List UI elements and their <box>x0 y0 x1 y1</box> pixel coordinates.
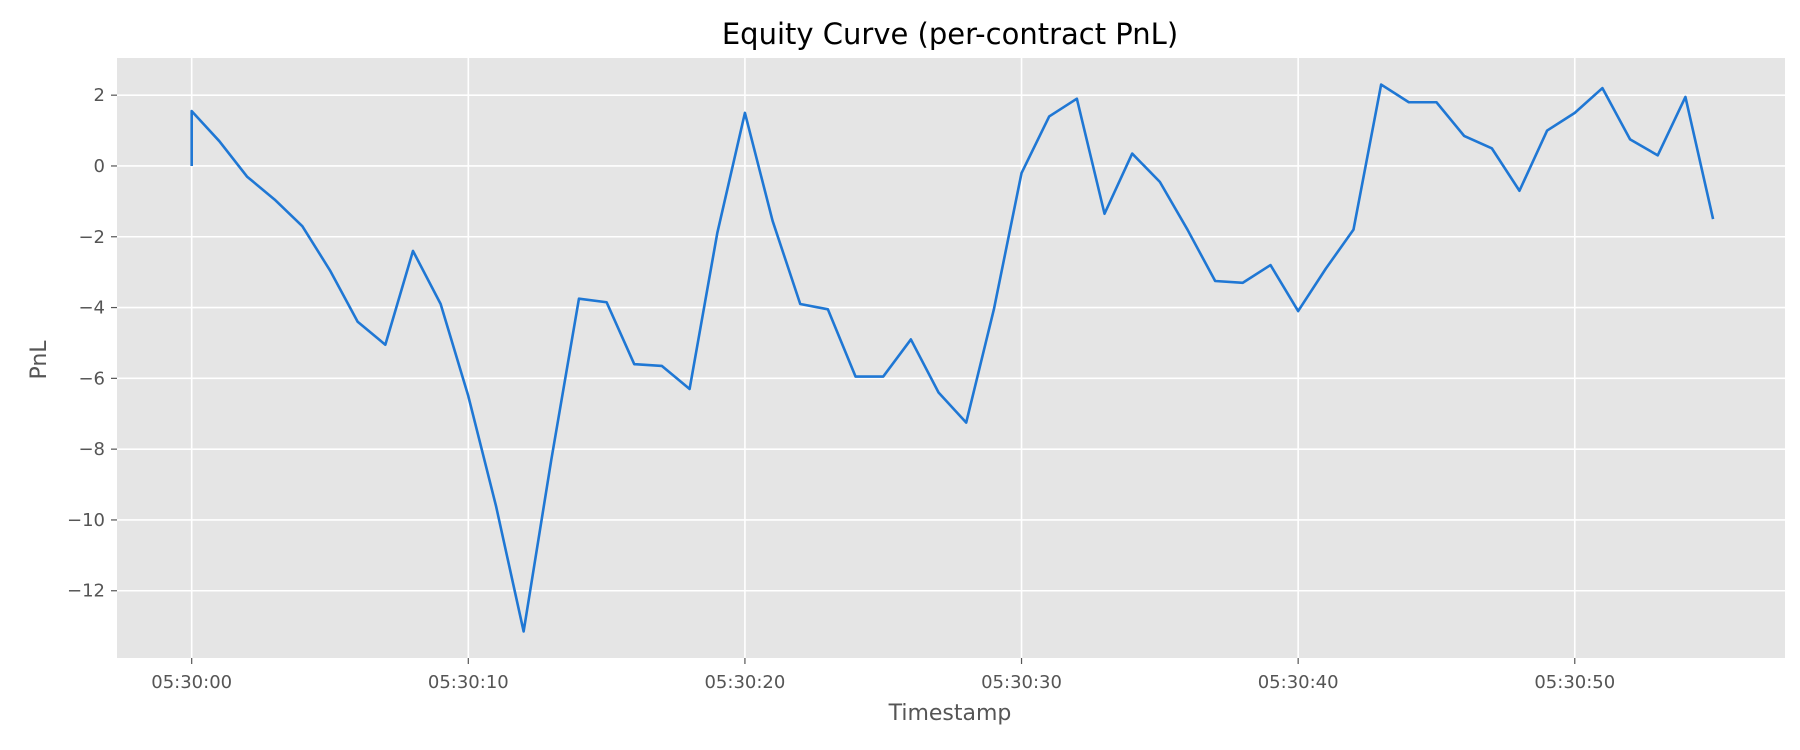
x-tick-label: 05:30:10 <box>428 672 509 693</box>
x-tick-label: 05:30:40 <box>1258 672 1339 693</box>
y-axis-ticks: 2 0 −2 −4 −6 −8 −10 −12 <box>67 85 117 602</box>
x-tick-label: 05:30:50 <box>1534 672 1615 693</box>
chart-title: Equity Curve (per-contract PnL) <box>722 17 1178 51</box>
y-tick-label: −12 <box>67 581 105 602</box>
x-axis-label: Timestamp <box>888 701 1012 726</box>
plot-area <box>117 58 1785 658</box>
y-tick-label: −6 <box>78 368 105 389</box>
x-tick-label: 05:30:00 <box>151 672 232 693</box>
y-tick-label: −4 <box>78 298 105 319</box>
y-axis-label: PnL <box>27 340 52 380</box>
y-tick-label: −8 <box>78 439 105 460</box>
x-tick-label: 05:30:30 <box>981 672 1062 693</box>
grid-lines <box>117 58 1785 658</box>
x-tick-label: 05:30:20 <box>704 672 785 693</box>
y-tick-label: −10 <box>67 510 105 531</box>
pnl-series-line <box>190 83 1715 633</box>
x-axis-ticks: 05:30:00 05:30:10 05:30:20 05:30:30 05:30:40… <box>151 658 1615 693</box>
series-layer <box>190 83 1715 633</box>
y-tick-label: 2 <box>94 85 105 106</box>
y-tick-label: 0 <box>94 156 105 177</box>
y-tick-label: −2 <box>78 227 105 248</box>
